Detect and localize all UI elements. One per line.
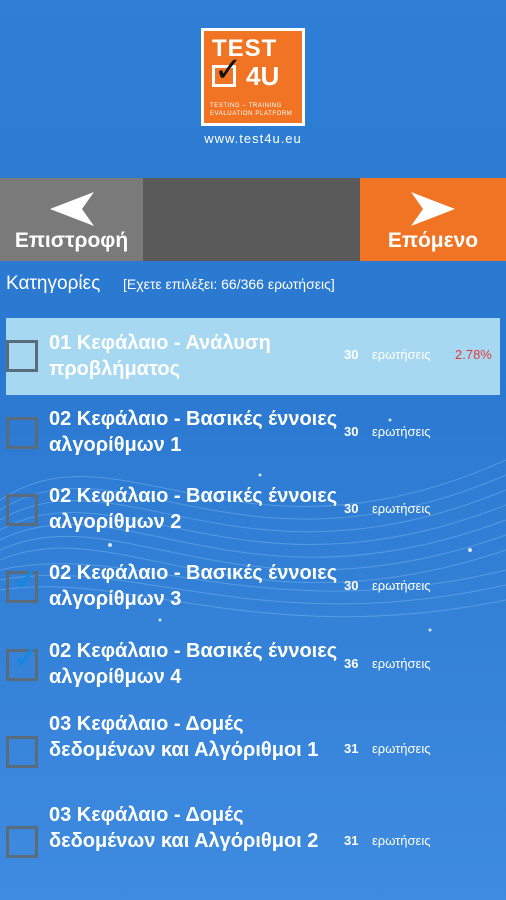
list-item[interactable]: 01 Κεφάλαιο - Ανάλυση προβλήματος 30 ερω… [6, 318, 500, 395]
back-button-label: Επιστροφή [14, 229, 129, 252]
arrow-left-icon [49, 192, 94, 226]
logo-checkmark-icon: ✓ [214, 51, 243, 89]
list-item[interactable]: 03 Κεφάλαιο - Δομές δεδομένων και Αλγόρι… [6, 710, 500, 800]
back-button[interactable]: Επιστροφή [0, 178, 143, 261]
checkbox[interactable] [6, 736, 38, 768]
test4u-logo: TEST ✓ 4U TESTING – TRAINING EVALUATION … [201, 28, 305, 126]
categories-title: Κατηγορίες [6, 273, 101, 294]
item-title: 02 Κεφάλαιο - Βασικές έννοιες αλγορίθμων… [49, 408, 338, 456]
list-item[interactable]: 02 Κεφάλαιο - Βασικές έννοιες αλγορίθμων… [6, 400, 500, 474]
question-count: 30 [344, 347, 359, 362]
arrow-right-icon [411, 192, 455, 226]
checkmark-icon: ✓ [13, 564, 39, 597]
checkbox-checked[interactable]: ✓ [6, 566, 38, 603]
question-unit: ερωτήσεις [372, 424, 431, 439]
question-count: 31 [344, 741, 359, 756]
checkbox[interactable] [6, 494, 38, 526]
item-title: 02 Κεφάλαιο - Βασικές έννοιες αλγορίθμων… [49, 485, 338, 533]
question-count: 31 [344, 833, 359, 848]
checkbox[interactable] [6, 826, 38, 858]
categories-header: Κατηγορίες [Εχετε επιλέξει: 66/366 ερωτή… [6, 272, 500, 296]
question-unit: ερωτήσεις [372, 656, 431, 671]
question-unit: ερωτήσεις [372, 741, 431, 756]
checkmark-icon: ✓ [13, 642, 39, 675]
app-header: TEST ✓ 4U TESTING – TRAINING EVALUATION … [0, 0, 506, 178]
question-count: 30 [344, 578, 359, 593]
next-button[interactable]: Επόμενο [360, 178, 506, 261]
logo-tagline-2: EVALUATION PLATFORM [210, 111, 293, 117]
question-unit: ερωτήσεις [372, 578, 431, 593]
item-title: 03 Κεφάλαιο - Δομές δεδομένων και Αλγόρι… [49, 804, 319, 852]
list-item[interactable]: ✓ 02 Κεφάλαιο - Βασικές έννοιες αλγορίθμ… [6, 632, 500, 706]
site-url[interactable]: www.test4u.eu [204, 131, 302, 146]
item-title: 01 Κεφάλαιο - Ανάλυση προβλήματος [49, 332, 271, 380]
next-button-label: Επόμενο [387, 229, 479, 252]
logo-checkbox-shape [212, 65, 236, 87]
selected-questions-info: [Εχετε επιλέξει: 66/366 ερωτήσεις] [123, 276, 335, 292]
item-title: 02 Κεφάλαιο - Βασικές έννοιες αλγορίθμων… [49, 640, 338, 688]
checkbox[interactable] [6, 417, 38, 449]
question-unit: ερωτήσεις [372, 833, 431, 848]
item-title: 02 Κεφάλαιο - Βασικές έννοιες αλγορίθμων… [49, 562, 338, 610]
checkbox[interactable] [6, 340, 38, 372]
question-unit: ερωτήσεις [372, 347, 431, 362]
logo-text-test: TEST [212, 35, 278, 62]
question-count: 30 [344, 501, 359, 516]
item-title: 03 Κεφάλαιο - Δομές δεδομένων και Αλγόρι… [49, 713, 319, 761]
navigation-bar: Επιστροφή Επόμενο [0, 178, 506, 261]
completion-percent: 2.78% [455, 347, 492, 362]
list-item[interactable]: 03 Κεφάλαιο - Δομές δεδομένων και Αλγόρι… [6, 802, 500, 892]
logo-tagline-1: TESTING – TRAINING [210, 103, 283, 109]
logo-text-4u: 4U [246, 61, 280, 91]
list-item[interactable]: 02 Κεφάλαιο - Βασικές έννοιες αλγορίθμων… [6, 477, 500, 551]
list-item[interactable]: ✓ 02 Κεφάλαιο - Βασικές έννοιες αλγορίθμ… [6, 554, 500, 628]
question-unit: ερωτήσεις [372, 501, 431, 516]
question-count: 30 [344, 424, 359, 439]
question-count: 36 [344, 656, 359, 671]
checkbox-checked[interactable]: ✓ [6, 644, 38, 681]
